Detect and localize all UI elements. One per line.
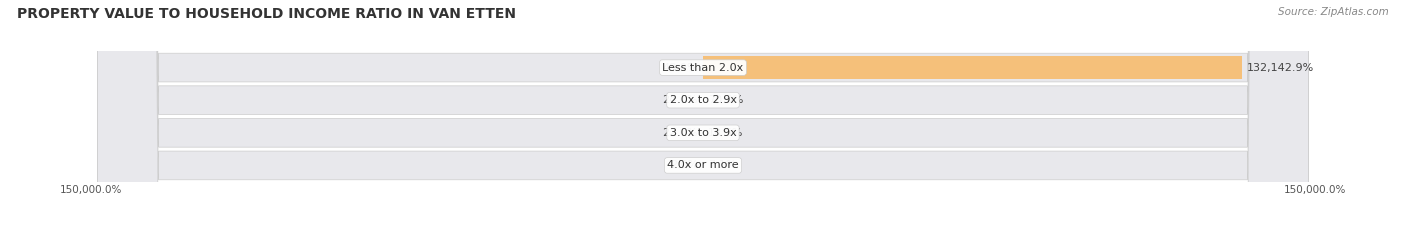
FancyBboxPatch shape — [97, 0, 1309, 233]
Text: 18.6%: 18.6% — [709, 128, 744, 138]
Text: 4.0x or more: 4.0x or more — [668, 161, 738, 170]
Text: 2.0%: 2.0% — [669, 161, 699, 170]
FancyBboxPatch shape — [97, 0, 1309, 233]
Text: 3.0x to 3.9x: 3.0x to 3.9x — [669, 128, 737, 138]
Text: 70.0%: 70.0% — [709, 95, 744, 105]
Text: 48.0%: 48.0% — [662, 63, 697, 72]
Text: 132,142.9%: 132,142.9% — [1247, 63, 1315, 72]
Text: 22.0%: 22.0% — [662, 128, 697, 138]
FancyBboxPatch shape — [97, 0, 1309, 233]
Text: Source: ZipAtlas.com: Source: ZipAtlas.com — [1278, 7, 1389, 17]
FancyBboxPatch shape — [97, 0, 1309, 233]
Text: PROPERTY VALUE TO HOUSEHOLD INCOME RATIO IN VAN ETTEN: PROPERTY VALUE TO HOUSEHOLD INCOME RATIO… — [17, 7, 516, 21]
Text: 2.0x to 2.9x: 2.0x to 2.9x — [669, 95, 737, 105]
Text: Less than 2.0x: Less than 2.0x — [662, 63, 744, 72]
Text: 7.1%: 7.1% — [709, 161, 737, 170]
Bar — [703, 56, 1241, 79]
Text: 24.0%: 24.0% — [662, 95, 697, 105]
